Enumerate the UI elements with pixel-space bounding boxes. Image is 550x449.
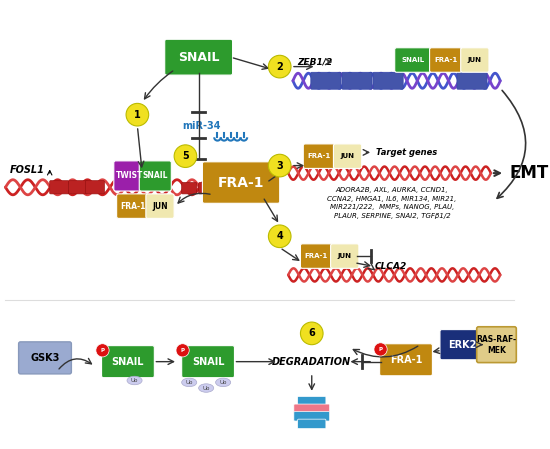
FancyBboxPatch shape [342,72,372,89]
Text: Ub: Ub [185,380,193,385]
Text: Ub: Ub [131,378,138,383]
Text: 5: 5 [182,151,189,161]
FancyBboxPatch shape [331,244,359,269]
FancyBboxPatch shape [86,180,104,194]
Ellipse shape [216,378,230,387]
Text: JUN: JUN [338,253,352,259]
Text: CLCA2: CLCA2 [375,262,407,271]
Text: FRA-1: FRA-1 [390,355,422,365]
FancyBboxPatch shape [373,72,403,89]
Text: ADORA2B, AXL, AURKA, CCND1,
CCNA2, HMGA1, IL6, MIR134, MIR21,
MIR221/222,  MMPs,: ADORA2B, AXL, AURKA, CCND1, CCNA2, HMGA1… [327,187,456,219]
Text: SNAIL: SNAIL [401,57,424,63]
Circle shape [374,343,387,356]
Text: 4: 4 [276,231,283,241]
Text: SNAIL: SNAIL [142,172,168,180]
FancyBboxPatch shape [298,419,326,429]
Text: P: P [180,348,185,353]
Text: ERK2: ERK2 [448,340,477,350]
Text: EMT: EMT [510,164,549,182]
Text: FRA-1: FRA-1 [434,57,457,63]
Text: JUN: JUN [468,57,482,63]
Text: GSK3: GSK3 [30,353,60,363]
FancyBboxPatch shape [102,346,155,378]
Text: TWIST: TWIST [116,172,144,180]
Text: 3: 3 [276,161,283,171]
FancyBboxPatch shape [333,144,362,168]
Circle shape [174,145,197,167]
FancyBboxPatch shape [139,161,171,191]
Text: JUN: JUN [340,153,355,159]
Text: SNAIL: SNAIL [192,357,224,367]
FancyBboxPatch shape [19,342,72,374]
FancyBboxPatch shape [311,72,341,89]
FancyBboxPatch shape [117,194,148,218]
Text: Ub: Ub [202,386,210,391]
Ellipse shape [199,384,214,392]
Text: SNAIL: SNAIL [178,51,219,64]
Text: ZEB1/2: ZEB1/2 [298,57,333,66]
FancyBboxPatch shape [182,183,197,194]
FancyBboxPatch shape [379,344,432,376]
FancyBboxPatch shape [395,48,431,72]
Text: Ub: Ub [219,380,227,385]
Circle shape [268,154,291,177]
FancyBboxPatch shape [50,180,69,194]
Text: miR-34: miR-34 [183,121,221,131]
Circle shape [268,55,291,78]
FancyBboxPatch shape [300,244,333,269]
Text: RAS-RAF-
MEK: RAS-RAF- MEK [476,335,516,355]
FancyBboxPatch shape [294,412,329,421]
Circle shape [300,322,323,345]
Text: SNAIL: SNAIL [112,357,144,367]
Text: FRA-1: FRA-1 [305,253,328,259]
FancyBboxPatch shape [114,161,146,191]
FancyBboxPatch shape [69,180,87,194]
Text: FRA-1: FRA-1 [307,153,331,159]
FancyBboxPatch shape [199,183,214,194]
Text: Target genes: Target genes [376,148,437,157]
FancyBboxPatch shape [216,183,230,194]
Text: P: P [101,348,104,353]
Circle shape [96,344,109,357]
Circle shape [176,344,189,357]
Text: FRA-1: FRA-1 [120,202,145,211]
Circle shape [268,225,291,247]
FancyBboxPatch shape [477,327,516,363]
Text: FRA-1: FRA-1 [218,176,265,189]
Circle shape [126,103,148,126]
FancyBboxPatch shape [182,346,234,378]
FancyBboxPatch shape [457,72,487,89]
Text: P: P [378,347,383,352]
Text: 6: 6 [309,328,315,339]
Text: 1: 1 [134,110,141,120]
Ellipse shape [182,378,197,387]
FancyBboxPatch shape [461,48,489,72]
FancyBboxPatch shape [146,194,174,218]
FancyBboxPatch shape [164,39,233,75]
FancyBboxPatch shape [430,48,461,72]
FancyBboxPatch shape [303,144,336,168]
FancyBboxPatch shape [298,396,326,406]
Text: JUN: JUN [152,202,168,211]
FancyBboxPatch shape [440,330,485,360]
Ellipse shape [127,376,142,385]
FancyBboxPatch shape [294,404,329,414]
Text: DEGRADATION: DEGRADATION [272,357,351,367]
FancyBboxPatch shape [202,162,280,203]
Text: FOSL1: FOSL1 [10,165,45,175]
Text: 2: 2 [276,62,283,71]
